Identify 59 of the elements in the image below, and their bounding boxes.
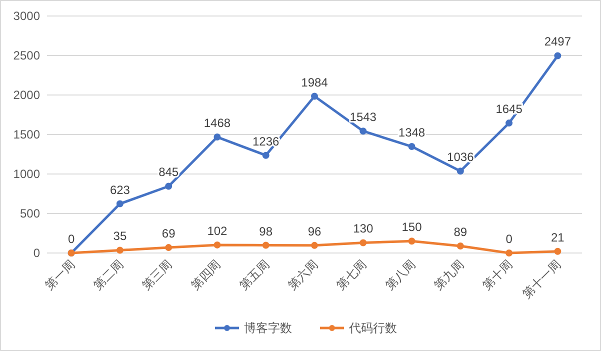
data-label: 845 <box>158 165 179 180</box>
data-label: 102 <box>207 224 228 238</box>
point <box>214 241 221 248</box>
data-label: 69 <box>162 226 176 241</box>
data-label: 35 <box>113 229 127 244</box>
y-tick-label: 500 <box>20 206 40 220</box>
point <box>214 134 221 141</box>
x-tick-label: 第七周 <box>334 257 370 293</box>
x-tick-label: 第四周 <box>188 257 224 293</box>
data-label: 21 <box>551 230 565 244</box>
x-tick-label: 第八周 <box>382 257 418 293</box>
point <box>554 52 562 60</box>
data-label: 0 <box>506 232 513 246</box>
x-tick-label: 第三周 <box>139 257 175 293</box>
x-tick-label: 第二周 <box>90 257 126 293</box>
data-label: 623 <box>110 182 130 197</box>
data-label: 89 <box>454 224 468 239</box>
point <box>456 168 464 175</box>
x-tick-label: 第六周 <box>285 257 321 293</box>
data-label: 1348 <box>398 126 426 140</box>
point <box>506 250 513 256</box>
point <box>311 92 318 100</box>
y-tick-label: 0 <box>33 246 40 260</box>
legend-label: 代码行数 <box>348 321 397 335</box>
data-label: 2497 <box>544 34 572 49</box>
y-tick-label: 2000 <box>13 88 40 102</box>
data-label: 1468 <box>204 116 231 130</box>
data-label: 1036 <box>447 150 474 164</box>
x-tick-label: 第一周 <box>42 257 78 293</box>
data-label: 150 <box>402 220 422 234</box>
point <box>408 143 416 150</box>
y-tick-label: 1000 <box>13 167 40 181</box>
data-label: 1543 <box>350 110 377 124</box>
data-label: 96 <box>308 224 322 238</box>
data-label: 0 <box>68 232 75 246</box>
point <box>311 242 318 249</box>
point <box>165 182 172 190</box>
x-tick-label: 第十一周 <box>520 257 564 302</box>
point <box>506 120 513 127</box>
data-label: 130 <box>353 222 374 236</box>
y-tick-label: 2500 <box>13 48 40 62</box>
point <box>360 239 367 246</box>
point <box>408 238 416 245</box>
point <box>262 242 270 249</box>
data-label: 1984 <box>301 75 328 90</box>
point <box>456 242 464 250</box>
point <box>554 248 562 255</box>
point <box>165 244 172 252</box>
y-tick-label: 3000 <box>13 9 40 23</box>
legend-label: 博客字数 <box>244 321 292 335</box>
x-tick-label: 第十周 <box>480 257 516 293</box>
point <box>116 200 124 208</box>
x-tick-label: 第九周 <box>431 257 467 293</box>
x-tick-label: 第五周 <box>236 257 272 293</box>
y-tick-label: 1500 <box>13 128 40 142</box>
point <box>116 246 124 254</box>
point <box>360 128 367 135</box>
data-label: 98 <box>259 224 273 238</box>
point <box>262 152 270 159</box>
